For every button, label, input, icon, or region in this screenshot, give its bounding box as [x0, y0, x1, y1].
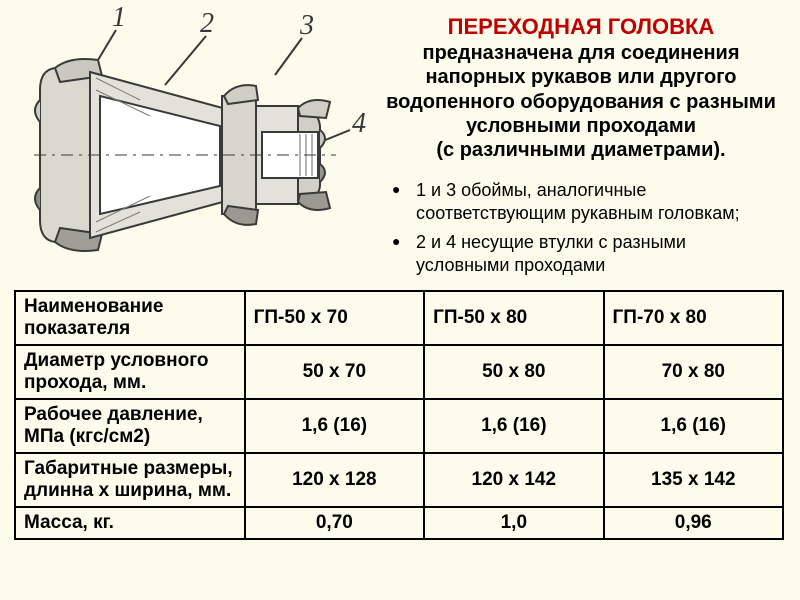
table-row: Диаметр условного прохода, мм. 50 х 70 5…: [15, 345, 783, 399]
title-sub-2: напорных рукавов или другого: [386, 65, 776, 89]
bullet-item: 2 и 4 несущие втулки с разными условными…: [390, 231, 782, 277]
top-region: 1 2 3 4 ПЕРЕХОДНАЯ ГОЛОВКА предназначена…: [0, 0, 800, 290]
cell: 50 х 80: [424, 345, 603, 399]
callout-2: 2: [200, 8, 214, 40]
row-label: Масса, кг.: [15, 507, 245, 539]
cell: 0,96: [604, 507, 783, 539]
col-header: ГП-70 х 80: [604, 291, 783, 345]
header-label: Наименование показателя: [15, 291, 245, 345]
spec-table: Наименование показателя ГП-50 х 70 ГП-50…: [14, 290, 784, 540]
col-header: ГП-50 х 80: [424, 291, 603, 345]
cell: 1,6 (16): [424, 399, 603, 453]
callout-1: 1: [112, 2, 126, 34]
description-column: ПЕРЕХОДНАЯ ГОЛОВКА предназначена для сое…: [380, 0, 800, 290]
table-row: Рабочее давление, МПа (кгс/см2) 1,6 (16)…: [15, 399, 783, 453]
table-row: Габаритные размеры, длинна х ширина, мм.…: [15, 453, 783, 507]
bullet-list: 1 и 3 обоймы, аналогичные соответствующи…: [380, 177, 782, 277]
title-sub-4: условными проходами: [386, 114, 776, 138]
row-label: Диаметр условного прохода, мм.: [15, 345, 245, 399]
diagram: 1 2 3 4: [0, 0, 380, 260]
bullet-item: 1 и 3 обоймы, аналогичные соответствующи…: [390, 179, 782, 225]
title-sub-3: водопенного оборудования с разными: [386, 90, 776, 114]
cell: 120 х 128: [245, 453, 424, 507]
coupling-drawing: [0, 0, 380, 260]
title-box: ПЕРЕХОДНАЯ ГОЛОВКА предназначена для сое…: [380, 6, 782, 177]
title-sub-5: (с различными диаметрами).: [386, 138, 776, 162]
cell: 0,70: [245, 507, 424, 539]
cell: 1,6 (16): [604, 399, 783, 453]
table-row: Масса, кг. 0,70 1,0 0,96: [15, 507, 783, 539]
cell: 70 х 80: [604, 345, 783, 399]
table-header-row: Наименование показателя ГП-50 х 70 ГП-50…: [15, 291, 783, 345]
cell: 1,0: [424, 507, 603, 539]
row-label: Рабочее давление, МПа (кгс/см2): [15, 399, 245, 453]
col-header: ГП-50 х 70: [245, 291, 424, 345]
title-main: ПЕРЕХОДНАЯ ГОЛОВКА: [386, 14, 776, 41]
row-label: Габаритные размеры, длинна х ширина, мм.: [15, 453, 245, 507]
cell: 50 х 70: [245, 345, 424, 399]
cell: 135 х 142: [604, 453, 783, 507]
cell: 1,6 (16): [245, 399, 424, 453]
title-sub-1: предназначена для соединения: [386, 41, 776, 65]
callout-4: 4: [352, 108, 366, 140]
callout-3: 3: [300, 10, 314, 42]
cell: 120 х 142: [424, 453, 603, 507]
